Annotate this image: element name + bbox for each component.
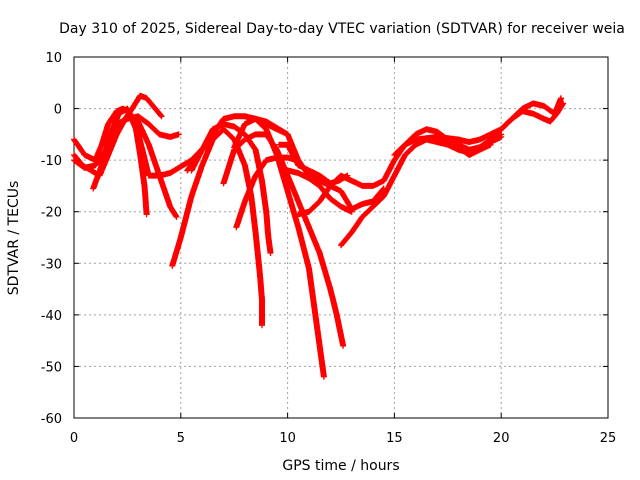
series-sat-05 <box>71 113 180 220</box>
series-sat-11 <box>220 131 347 349</box>
y-tick-label: -60 <box>41 412 62 427</box>
x-tick-label: 20 <box>493 431 510 446</box>
x-axis-title: GPS time / hours <box>282 458 399 474</box>
x-axis: 0 5 10 15 20 25 <box>70 57 616 446</box>
x-tick-label: 25 <box>600 431 617 446</box>
data-points <box>284 167 355 215</box>
series-sat-19 <box>487 100 567 143</box>
x-tick-label: 5 <box>177 431 185 446</box>
data-points <box>71 113 180 220</box>
y-axis: 10 0 -10 -20 -30 -40 -50 -60 <box>41 51 608 427</box>
y-tick-label: -30 <box>41 257 62 272</box>
y-tick-label: -40 <box>41 309 62 324</box>
data-points <box>169 126 265 329</box>
series-sat-14 <box>284 167 355 215</box>
chart-title: Day 310 of 2025, Sidereal Day-to-day VTE… <box>59 21 625 37</box>
x-tick-label: 0 <box>70 431 78 446</box>
plot-frame <box>73 56 609 419</box>
series-sat-07 <box>188 121 274 256</box>
series-layer <box>71 92 567 380</box>
series-sat-06 <box>169 126 265 329</box>
data-points <box>220 131 347 349</box>
y-tick-label: 10 <box>45 51 62 66</box>
y-tick-label: -10 <box>41 154 62 169</box>
y-tick-label: -50 <box>41 360 62 375</box>
y-tick-label: -20 <box>41 206 62 221</box>
data-points <box>487 100 567 143</box>
y-axis-title: SDTVAR / TECUs <box>6 181 22 296</box>
grid-lines <box>74 57 608 418</box>
y-tick-label: 0 <box>54 103 62 118</box>
data-points <box>188 121 274 256</box>
x-tick-label: 15 <box>386 431 403 446</box>
x-tick-label: 10 <box>279 431 296 446</box>
